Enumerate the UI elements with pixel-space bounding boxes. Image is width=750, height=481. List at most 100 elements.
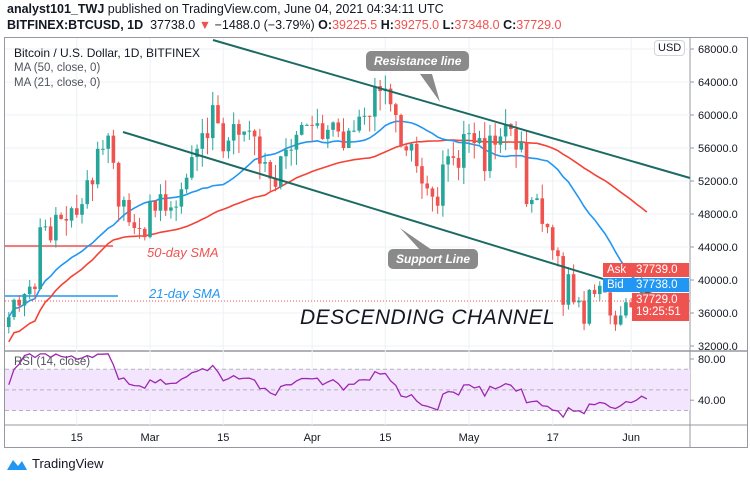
- candle-body: [90, 180, 95, 185]
- ask-label: Ask: [603, 263, 632, 277]
- candle-body: [116, 162, 121, 207]
- ma21-line: [8, 120, 648, 318]
- candle-body: [482, 138, 487, 172]
- ma21-legend[interactable]: MA (21, close, 0): [14, 77, 101, 89]
- candle-body: [310, 124, 314, 126]
- candle-body: [54, 214, 58, 241]
- candle-body: [163, 194, 168, 211]
- candle: [27, 279, 32, 300]
- candle-body: [158, 194, 163, 211]
- candle: [137, 217, 142, 239]
- candle: [378, 79, 382, 111]
- low-value: 37348.0: [454, 18, 500, 32]
- candle: [409, 143, 414, 162]
- price-tick-label: 48000.0: [698, 209, 738, 221]
- candle: [519, 131, 524, 153]
- candle-body: [613, 315, 618, 325]
- candle: [388, 83, 393, 112]
- candle-body: [127, 199, 131, 223]
- candle: [111, 129, 116, 170]
- candle: [216, 95, 220, 124]
- tradingview-logo[interactable]: TradingView: [6, 456, 104, 471]
- candle: [613, 310, 618, 331]
- candle-body: [43, 226, 48, 228]
- ma50-legend[interactable]: MA (50, close, 0): [14, 62, 101, 74]
- candle: [566, 267, 571, 310]
- candle: [493, 123, 497, 160]
- candle: [80, 198, 84, 224]
- chart-frame[interactable]: [4, 37, 748, 448]
- candle-body: [608, 292, 613, 316]
- publish-text: published on TradingView.com, June 04, 2…: [107, 2, 444, 16]
- candle: [587, 288, 592, 326]
- candle-body: [38, 227, 42, 290]
- author[interactable]: analyst101_TWJ: [7, 2, 105, 16]
- candle: [430, 186, 435, 212]
- candle: [629, 298, 633, 308]
- tradingview-logo-icon: [7, 459, 27, 470]
- rsi-legend[interactable]: RSI (14, close): [14, 356, 91, 368]
- candle: [404, 143, 409, 157]
- candle-body: [268, 162, 273, 179]
- candle: [341, 118, 346, 151]
- candle: [122, 196, 126, 221]
- bar-countdown: 19:25:51: [636, 306, 681, 318]
- candle: [399, 113, 403, 148]
- candle-body: [315, 123, 320, 126]
- time-tick-label: 15: [71, 432, 83, 444]
- candle-body: [85, 180, 90, 205]
- candle-body: [456, 157, 461, 168]
- sma50-annotation: 50-day SMA: [147, 245, 219, 260]
- candle-body: [535, 198, 539, 200]
- candle-body: [153, 200, 158, 211]
- candle-body: [184, 177, 189, 190]
- candle: [357, 109, 361, 133]
- candle-body: [258, 136, 262, 164]
- candle-body: [582, 300, 586, 324]
- candle: [85, 170, 90, 209]
- candle-body: [341, 131, 346, 148]
- candle: [6, 312, 11, 334]
- time-tick-label: May: [459, 432, 480, 444]
- candle-body: [394, 104, 398, 115]
- close-price-tag: 37729.0 19:25:51: [632, 293, 689, 321]
- close-price: 37729.0: [636, 294, 678, 306]
- currency-badge[interactable]: USD: [654, 40, 686, 56]
- candle-body: [299, 124, 304, 135]
- candle-body: [399, 115, 403, 147]
- candle: [446, 148, 450, 182]
- candle: [352, 120, 356, 133]
- candle: [33, 283, 37, 300]
- candle: [43, 219, 48, 231]
- rsi-tick-label: 80.00: [698, 354, 726, 366]
- ma50-line: [8, 139, 648, 343]
- candle-body: [205, 133, 210, 139]
- candle-body: [101, 148, 105, 150]
- candle-body: [477, 138, 482, 144]
- candle: [482, 122, 487, 181]
- ask-price-tag: 37739.0: [632, 263, 689, 277]
- candle-body: [587, 289, 592, 324]
- symbol-info: BITFINEX:BTCUSD, 1D 37738.0 ▼ −1488.0 (−…: [7, 18, 561, 32]
- candle: [315, 108, 320, 129]
- time-tick-label: 15: [217, 432, 229, 444]
- candle: [90, 177, 95, 202]
- candle-body: [294, 134, 299, 150]
- candle-body: [514, 129, 518, 150]
- candle-body: [148, 200, 152, 238]
- candle-body: [190, 157, 194, 178]
- candle-body: [425, 183, 429, 189]
- candle: [524, 131, 529, 207]
- candle: [582, 290, 586, 331]
- candle: [331, 121, 335, 137]
- candle-body: [571, 274, 576, 303]
- candle: [116, 161, 121, 222]
- candle: [179, 182, 184, 214]
- candle: [289, 139, 294, 166]
- candle: [195, 144, 199, 171]
- candle-body: [48, 226, 53, 241]
- candle: [556, 247, 560, 267]
- candle: [498, 128, 503, 153]
- rsi-tick-label: 40.00: [698, 395, 726, 407]
